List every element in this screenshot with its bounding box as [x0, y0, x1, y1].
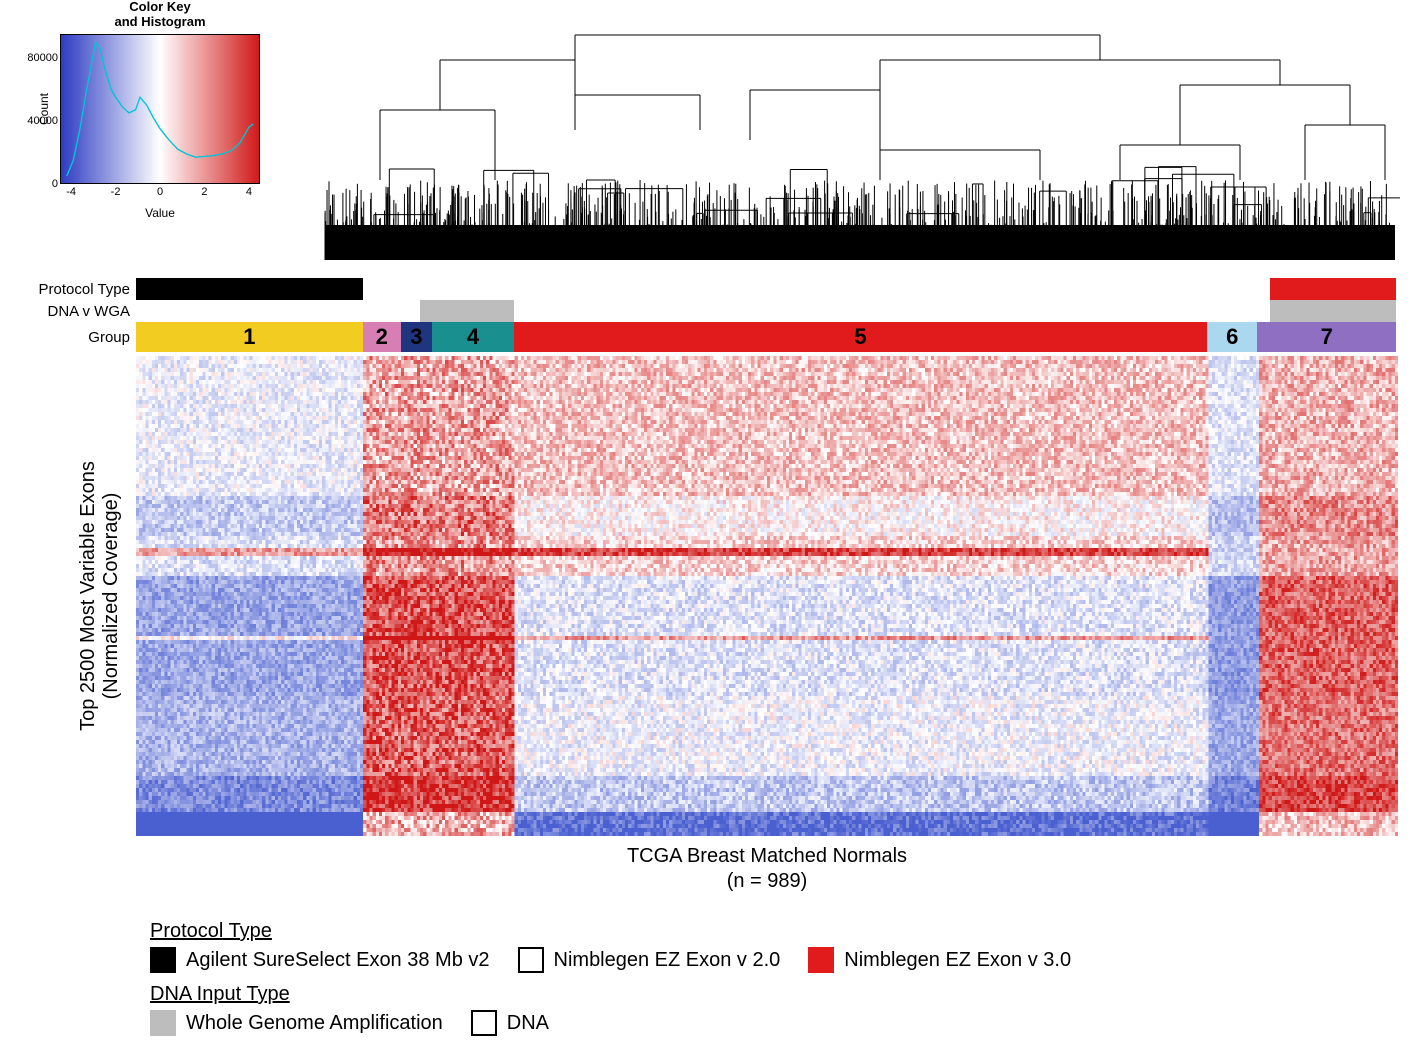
legend-item: Agilent SureSelect Exon 38 Mb v2	[150, 947, 490, 973]
track-dnawga-row: DNA v WGA	[0, 300, 1400, 322]
legend-dna-title: DNA Input Type	[150, 983, 1350, 1006]
heatmap-canvas	[136, 356, 1398, 836]
legend-swatch	[150, 947, 176, 973]
color-key-title-line1: Color Key	[129, 0, 190, 14]
legend-item: Whole Genome Amplification	[150, 1010, 443, 1036]
track-protocol-bar	[136, 278, 1396, 300]
group-label: 6	[1207, 322, 1257, 352]
heatmap-ylabel-line1: Top 2500 Most Variable Exons	[77, 461, 99, 731]
group-label: 5	[514, 322, 1207, 352]
trk-dnawga-seg	[420, 300, 515, 322]
annotation-tracks: Protocol Type DNA v WGA Group 1234567	[0, 278, 1400, 352]
heatmap	[136, 356, 1398, 836]
color-key-xtick: -4	[66, 186, 76, 198]
track-group-label: Group	[0, 329, 136, 346]
color-key-title-line2: and Histogram	[114, 14, 205, 29]
legend-item: DNA	[471, 1010, 549, 1036]
group-label: 4	[432, 322, 514, 352]
heatmap-ylabel: Top 2500 Most Variable Exons (Normalized…	[77, 461, 123, 731]
figure-root: Color Key and Histogram -4-2024 04000080…	[0, 0, 1418, 1049]
heatmap-xlabel: TCGA Breast Matched Normals (n = 989)	[136, 844, 1398, 894]
legend-label: Whole Genome Amplification	[186, 1012, 443, 1035]
legend-swatch	[518, 947, 544, 973]
color-key-xticks: -4 -2 0 2 4	[60, 186, 260, 202]
dendrogram-svg	[320, 30, 1400, 260]
legend-label: Agilent SureSelect Exon 38 Mb v2	[186, 949, 490, 972]
legend-protocol-row: Agilent SureSelect Exon 38 Mb v2 Nimblege…	[150, 947, 1350, 973]
color-key-xtick: -2	[111, 186, 121, 198]
track-group-bar: 1234567	[136, 322, 1396, 352]
trk-dnawga-seg	[514, 300, 1270, 322]
color-key-gradient: -4-2024 04000080000 Value Count	[60, 34, 260, 184]
color-key-yticks: 04000080000	[14, 34, 58, 184]
track-dnawga-bar	[136, 300, 1396, 322]
track-group-row: Group 1234567	[0, 322, 1400, 352]
legend-item: Nimblegen EZ Exon v 2.0	[518, 947, 781, 973]
legend-item: Nimblegen EZ Exon v 3.0	[808, 947, 1071, 973]
dendrogram	[320, 30, 1400, 260]
color-key-ytick: 80000	[27, 52, 58, 64]
legend-label: Nimblegen EZ Exon v 2.0	[554, 949, 781, 972]
legend-swatch	[471, 1010, 497, 1036]
color-key-inset: Color Key and Histogram -4-2024 04000080…	[30, 0, 290, 220]
group-label: 3	[401, 322, 433, 352]
trk-dnawga-seg	[1270, 300, 1396, 322]
color-key-title: Color Key and Histogram	[30, 0, 290, 30]
group-label: 2	[363, 322, 401, 352]
color-key-ytick: 0	[52, 178, 58, 190]
color-key-xtick: 4	[246, 186, 252, 198]
legend: Protocol Type Agilent SureSelect Exon 38…	[150, 910, 1350, 1036]
legend-dna-row: Whole Genome Amplification DNA	[150, 1010, 1350, 1036]
track-protocol-label: Protocol Type	[0, 281, 136, 298]
heatmap-ylabel-line2: (Normalized Coverage)	[100, 461, 123, 731]
legend-label: DNA	[507, 1012, 549, 1035]
heatmap-xlabel-line2: (n = 989)	[727, 870, 808, 892]
color-key-xlabel: Value	[60, 206, 260, 220]
trk-protocol-seg	[136, 278, 363, 300]
legend-swatch	[808, 947, 834, 973]
color-key-ylabel: Count	[37, 93, 51, 125]
color-key-xtick: 2	[201, 186, 207, 198]
group-label: 7	[1257, 322, 1396, 352]
track-dnawga-label: DNA v WGA	[0, 303, 136, 320]
legend-label: Nimblegen EZ Exon v 3.0	[844, 949, 1071, 972]
trk-dnawga-seg	[136, 300, 420, 322]
color-key-histogram	[60, 34, 260, 184]
trk-protocol-seg	[1270, 278, 1396, 300]
legend-protocol-title: Protocol Type	[150, 920, 1350, 943]
group-label: 1	[136, 322, 363, 352]
legend-swatch	[150, 1010, 176, 1036]
trk-protocol-seg	[363, 278, 1270, 300]
heatmap-xlabel-line1: TCGA Breast Matched Normals	[627, 845, 907, 867]
track-protocol-row: Protocol Type	[0, 278, 1400, 300]
color-key-xtick: 0	[157, 186, 163, 198]
